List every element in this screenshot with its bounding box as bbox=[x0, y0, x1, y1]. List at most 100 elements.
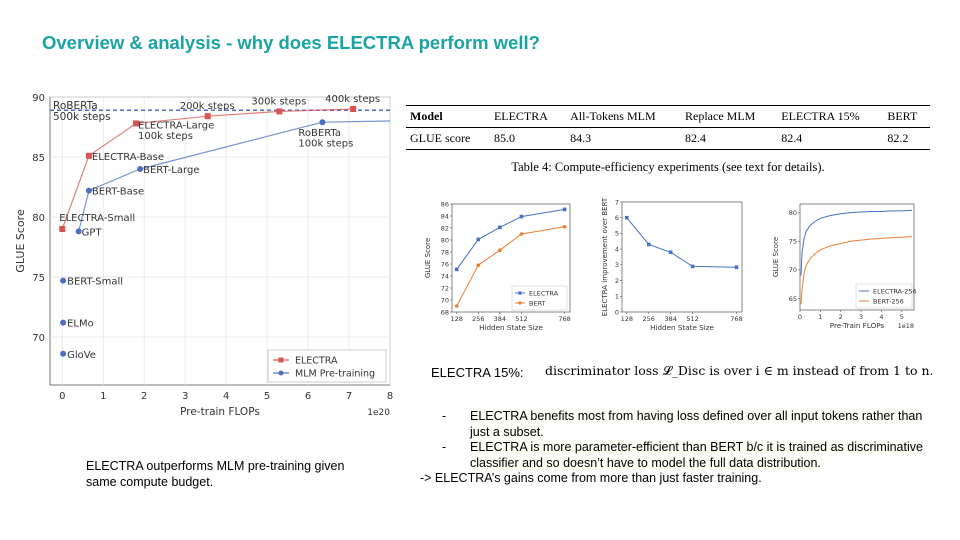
data-point bbox=[75, 228, 82, 235]
x-tick-label: 128 bbox=[451, 315, 463, 323]
compute-efficiency-table: Model ELECTRA All-Tokens MLM Replace MLM… bbox=[406, 105, 930, 150]
x-tick-label: 2 bbox=[141, 391, 147, 402]
annotation: 100k steps bbox=[298, 139, 353, 150]
table-header-cell: Model bbox=[406, 105, 490, 128]
data-point bbox=[476, 263, 481, 267]
x-tick-label: 512 bbox=[515, 315, 527, 323]
improvement-chart: 128 256 384 512 768 0 1 2 3 4 5 6 7 Hidden State Size… bbox=[601, 197, 743, 332]
main-chart: 0 1 2 3 4 5 6 7 8 70 75 80 85 90 Pre-train FLOPs 1e20 GL… bbox=[14, 93, 393, 418]
data-point bbox=[454, 267, 459, 272]
legend-marker bbox=[278, 357, 284, 363]
annotation: 200k steps bbox=[180, 101, 235, 112]
data-point bbox=[690, 264, 695, 269]
x-tick-label: 3 bbox=[182, 391, 188, 402]
legend-box bbox=[511, 285, 568, 311]
x-tick-label: 256 bbox=[643, 315, 655, 323]
table-header-cell: ELECTRA 15% bbox=[777, 105, 884, 128]
y-tick-label: 65 bbox=[789, 295, 797, 303]
x-tick-label: 1 bbox=[818, 313, 822, 321]
left-note: ELECTRA outperforms MLM pre-training giv… bbox=[86, 459, 345, 489]
bullet-text: ELECTRA benefits most from having loss d… bbox=[470, 409, 923, 439]
legend-marker bbox=[278, 370, 284, 376]
series-line bbox=[800, 209, 912, 276]
x-tick-label: 3 bbox=[859, 313, 863, 321]
glue-vs-hidden-chart: 128 256 384 512 768 68 70 72 74 76 78 80 82 84 86 Hidde… bbox=[424, 200, 571, 332]
y-tick-label: 3 bbox=[615, 261, 619, 269]
table-header-cell: BERT bbox=[883, 105, 930, 128]
legend-marker bbox=[518, 291, 522, 295]
data-point bbox=[59, 226, 66, 232]
legend-label: ELECTRA-256 bbox=[873, 287, 917, 295]
y-tick-label: 80 bbox=[789, 209, 797, 217]
y-tick-label: 75 bbox=[789, 238, 797, 246]
data-point bbox=[519, 214, 524, 219]
x-tick-label: 0 bbox=[59, 391, 65, 402]
electra15-label: ELECTRA 15%: bbox=[431, 365, 524, 380]
x-tick-label: 512 bbox=[686, 315, 698, 323]
y-tick-label: 7 bbox=[615, 198, 619, 206]
legend-box bbox=[855, 283, 913, 309]
table-header-row: Model ELECTRA All-Tokens MLM Replace MLM… bbox=[406, 105, 930, 128]
series-line bbox=[61, 108, 354, 230]
x-tick-label: 384 bbox=[494, 315, 506, 323]
table-row-label: GLUE score bbox=[406, 127, 490, 150]
table-row: GLUE score 85.0 84.3 82.4 82.4 82.2 bbox=[406, 127, 930, 150]
x-axis-label: Hidden State Size bbox=[479, 323, 543, 332]
annotation: BERT-Base bbox=[92, 187, 144, 198]
plot-area bbox=[621, 201, 743, 313]
y-tick-label: 70 bbox=[789, 266, 797, 274]
data-point bbox=[60, 350, 67, 357]
data-point bbox=[562, 225, 567, 229]
y-tick-label: 72 bbox=[441, 284, 449, 292]
table-cell: 82.4 bbox=[681, 127, 778, 150]
y-tick-label: 76 bbox=[441, 260, 449, 268]
y-tick-label: 68 bbox=[441, 308, 449, 316]
data-point bbox=[454, 304, 459, 308]
table-cell: 84.3 bbox=[566, 127, 682, 150]
data-point bbox=[734, 265, 739, 270]
y-tick-label: 70 bbox=[32, 333, 45, 344]
legend-label: ELECTRA bbox=[295, 356, 338, 367]
point-label: BERT-Small bbox=[67, 277, 123, 288]
table-caption: Table 4: Compute-efficiency experiments … bbox=[511, 160, 825, 174]
y-tick-label: 2 bbox=[615, 277, 619, 285]
y-tick-label: 5 bbox=[615, 230, 619, 238]
data-point bbox=[498, 248, 502, 252]
data-point bbox=[60, 277, 67, 284]
y-axis-label: ELECTRA improvement over BERT bbox=[601, 197, 609, 316]
annotation: ELECTRA-Base bbox=[92, 152, 164, 163]
y-axis-label: GLUE Score bbox=[772, 237, 780, 277]
data-point bbox=[85, 152, 92, 159]
y-tick-label: 84 bbox=[441, 212, 449, 220]
annotation: BERT-Large bbox=[143, 165, 199, 176]
x-tick-label: 128 bbox=[621, 315, 633, 323]
table-header-cell: ELECTRA bbox=[489, 105, 567, 128]
y-tick-label: 85 bbox=[32, 153, 45, 164]
x-axis-label: Hidden State Size bbox=[650, 323, 714, 332]
bullet-text: ELECTRA is more parameter-efficient than… bbox=[470, 440, 923, 470]
data-point bbox=[276, 108, 283, 115]
x-tick-label: 384 bbox=[664, 315, 676, 323]
data-point bbox=[85, 187, 92, 194]
y-tick-label: 0 bbox=[615, 308, 619, 316]
data-point bbox=[133, 120, 140, 127]
legend-label: ELECTRA bbox=[529, 289, 559, 297]
data-point bbox=[562, 207, 567, 212]
y-tick-label: 75 bbox=[32, 273, 45, 284]
legend-label: BERT bbox=[529, 299, 546, 307]
x-tick-label: 0 bbox=[798, 313, 802, 321]
legend-marker bbox=[518, 301, 522, 305]
table-header-cell: Replace MLM bbox=[681, 105, 778, 128]
table-header-cell: All-Tokens MLM bbox=[566, 105, 682, 128]
annotation: 400k steps bbox=[325, 94, 380, 105]
bullet-list: - ELECTRA benefits most from having loss… bbox=[420, 409, 935, 487]
y-tick-label: 74 bbox=[441, 272, 449, 280]
x-tick-label: 2 bbox=[839, 313, 843, 321]
y-tick-label: 4 bbox=[615, 245, 619, 253]
bullet-dash: - bbox=[442, 409, 447, 423]
y-axis-label: GLUE Score bbox=[14, 209, 27, 273]
point-label: ELMo bbox=[67, 319, 94, 330]
x-tick-label: 768 bbox=[730, 315, 742, 323]
slide-title: Overview & analysis - why does ELECTRA p… bbox=[42, 32, 540, 53]
data-point bbox=[646, 242, 651, 247]
